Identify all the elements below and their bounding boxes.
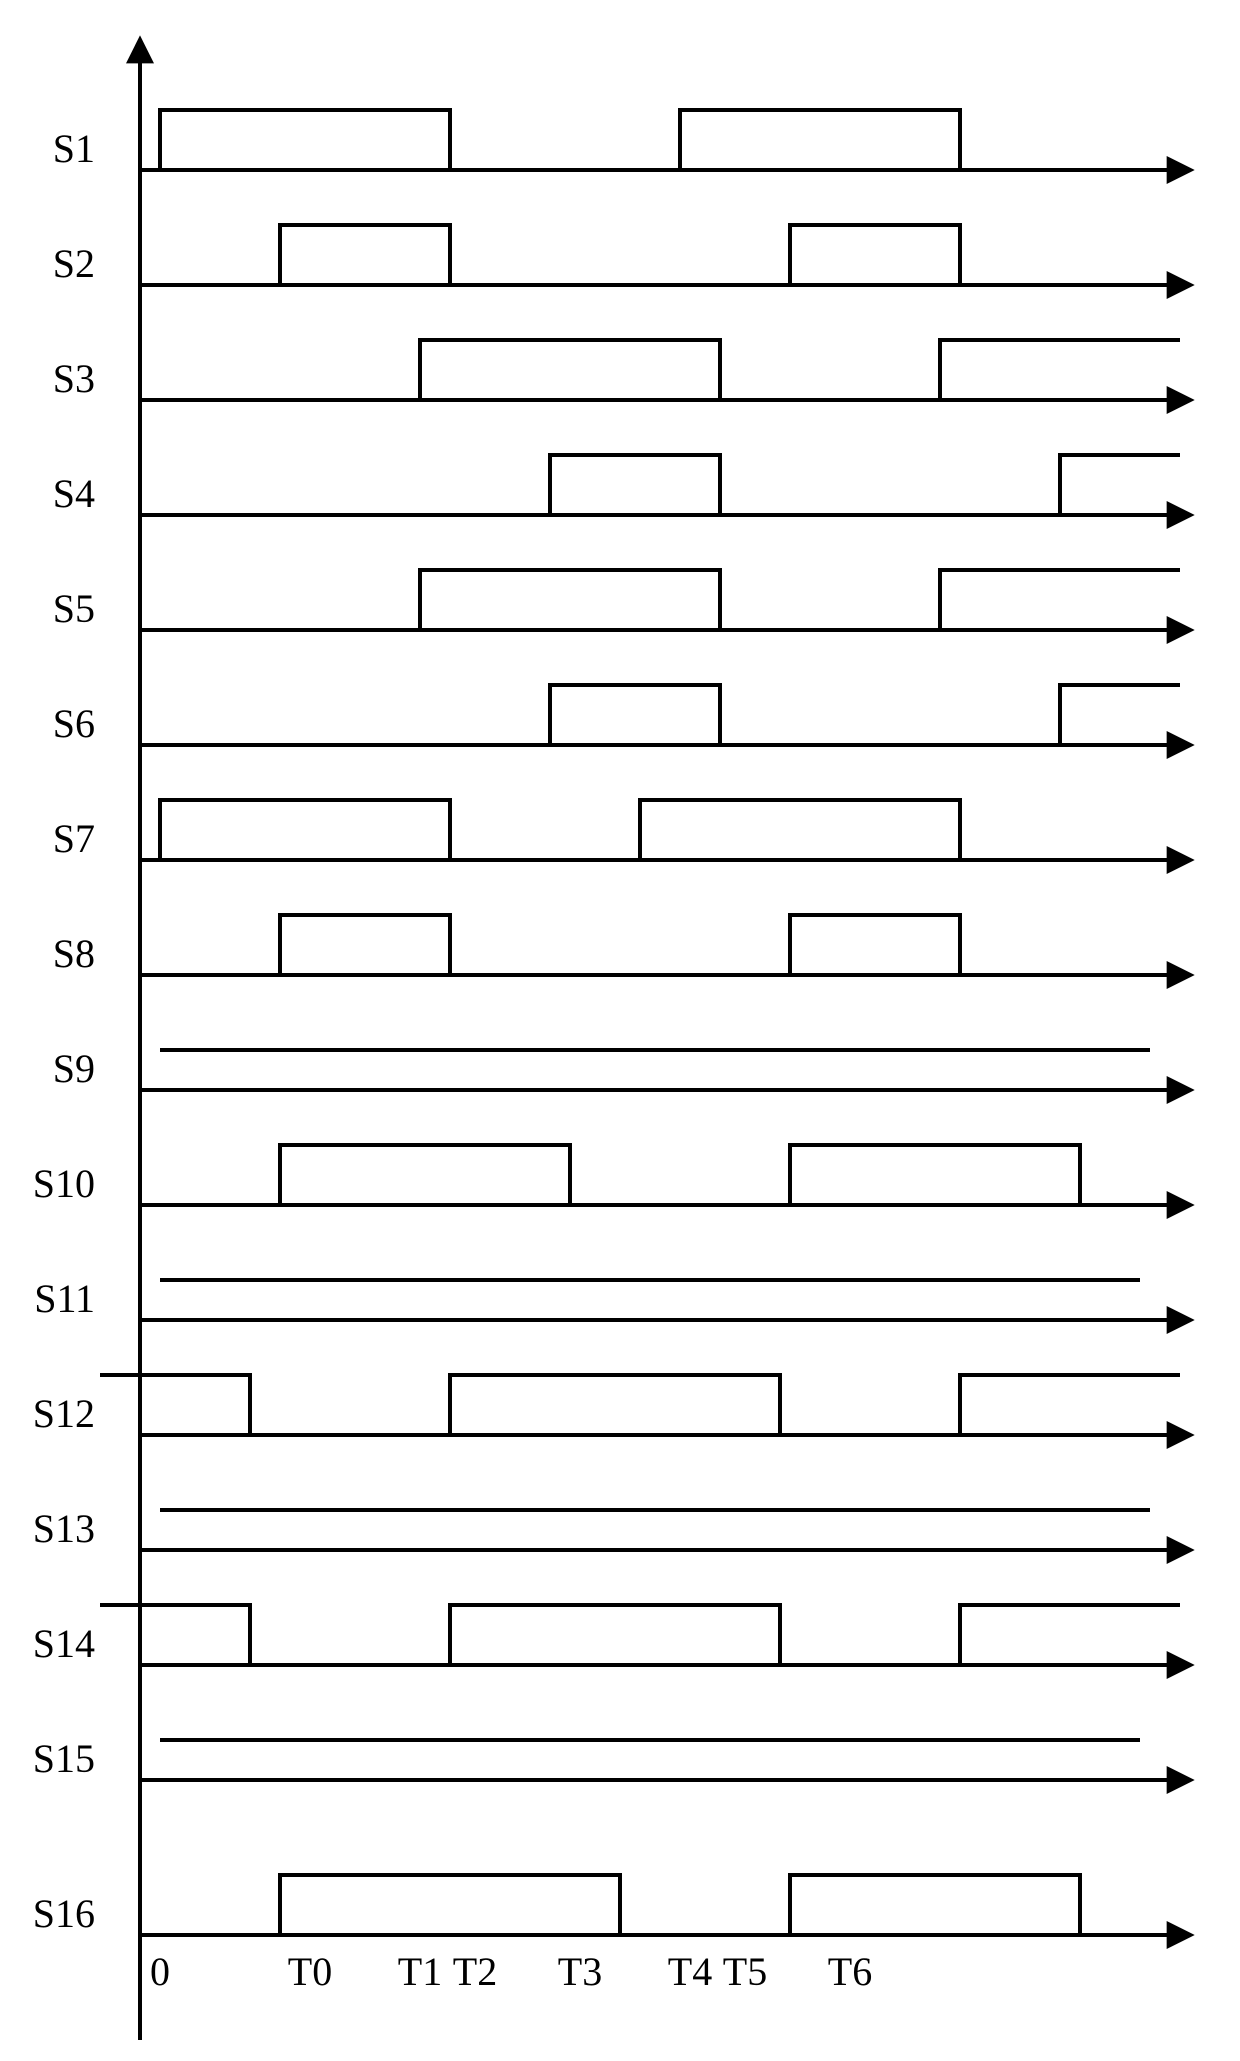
pulse-s2-1 [790,225,960,285]
timing-diagram: S1 S2 S3 S4 S5 S6 S7 S8 S9 S10 S11 S12 S13 S14 S15 S16 0… [0,0,1240,2061]
pulse-s12-0 [100,1375,250,1435]
signal-label-s4: S4 [53,471,95,516]
pulse-s16-0 [280,1875,620,1935]
pulse-s8-0 [280,915,450,975]
pulse-s14-2 [960,1605,1180,1665]
pulse-s1-0 [160,110,450,170]
pulse-s6-1 [1060,685,1180,745]
pulse-s14-0 [100,1605,250,1665]
tick-label-t0: T0 [288,1949,332,1994]
signal-label-s10: S10 [33,1161,95,1206]
pulse-s7-0 [160,800,450,860]
signal-label-s11: S11 [34,1276,95,1321]
pulse-s6-0 [550,685,720,745]
tick-label-t2: T2 [453,1949,497,1994]
signal-label-s2: S2 [53,241,95,286]
signal-label-s1: S1 [53,126,95,171]
tick-label-t4: T4 [668,1949,712,1994]
tick-label-0: 0 [150,1949,170,1994]
pulse-s3-1 [940,340,1180,400]
pulse-s16-1 [790,1875,1080,1935]
signal-label-s5: S5 [53,586,95,631]
pulse-s5-0 [420,570,720,630]
signal-label-s9: S9 [53,1046,95,1091]
pulse-s8-1 [790,915,960,975]
tick-label-t6: T6 [828,1949,872,1994]
signal-label-s13: S13 [33,1506,95,1551]
signal-label-s7: S7 [53,816,95,861]
pulse-s12-2 [960,1375,1180,1435]
tick-label-t5: T5 [723,1949,767,1994]
pulse-s5-1 [940,570,1180,630]
pulse-s4-1 [1060,455,1180,515]
pulse-s7-1 [640,800,960,860]
pulse-s4-0 [550,455,720,515]
tick-label-t3: T3 [558,1949,602,1994]
pulse-s1-1 [680,110,960,170]
signal-label-s8: S8 [53,931,95,976]
signal-label-s14: S14 [33,1621,95,1666]
signal-label-s6: S6 [53,701,95,746]
pulse-s10-1 [790,1145,1080,1205]
signal-label-s16: S16 [33,1891,95,1936]
pulse-s14-1 [450,1605,780,1665]
pulse-s10-0 [280,1145,570,1205]
pulse-s2-0 [280,225,450,285]
signal-label-s15: S15 [33,1736,95,1781]
pulse-s12-1 [450,1375,780,1435]
tick-label-t1: T1 [398,1949,442,1994]
signal-label-s12: S12 [33,1391,95,1436]
pulse-s3-0 [420,340,720,400]
signal-label-s3: S3 [53,356,95,401]
